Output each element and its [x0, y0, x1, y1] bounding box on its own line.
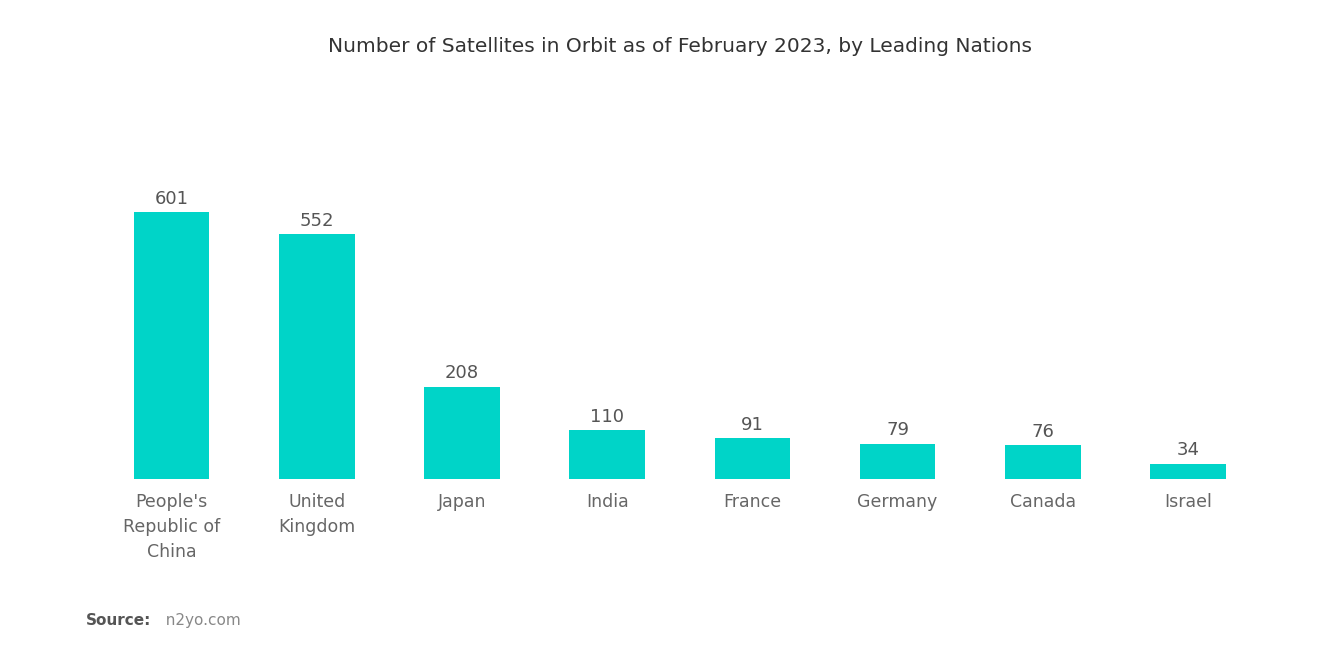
Bar: [714, 438, 791, 479]
Bar: [1005, 445, 1081, 479]
Text: 76: 76: [1031, 423, 1055, 441]
Bar: [569, 430, 645, 479]
Text: n2yo.com: n2yo.com: [156, 613, 240, 628]
Bar: [279, 234, 355, 479]
Text: 34: 34: [1176, 442, 1200, 460]
Text: 552: 552: [300, 211, 334, 229]
Bar: [133, 212, 210, 479]
Text: 91: 91: [741, 416, 764, 434]
Bar: [424, 386, 500, 479]
Text: 79: 79: [886, 422, 909, 440]
Text: 208: 208: [445, 364, 479, 382]
Text: 601: 601: [154, 190, 189, 208]
Text: Source:: Source:: [86, 613, 152, 628]
Title: Number of Satellites in Orbit as of February 2023, by Leading Nations: Number of Satellites in Orbit as of Febr…: [327, 37, 1032, 56]
Bar: [1150, 464, 1226, 479]
Text: 110: 110: [590, 408, 624, 426]
Bar: [859, 444, 936, 479]
